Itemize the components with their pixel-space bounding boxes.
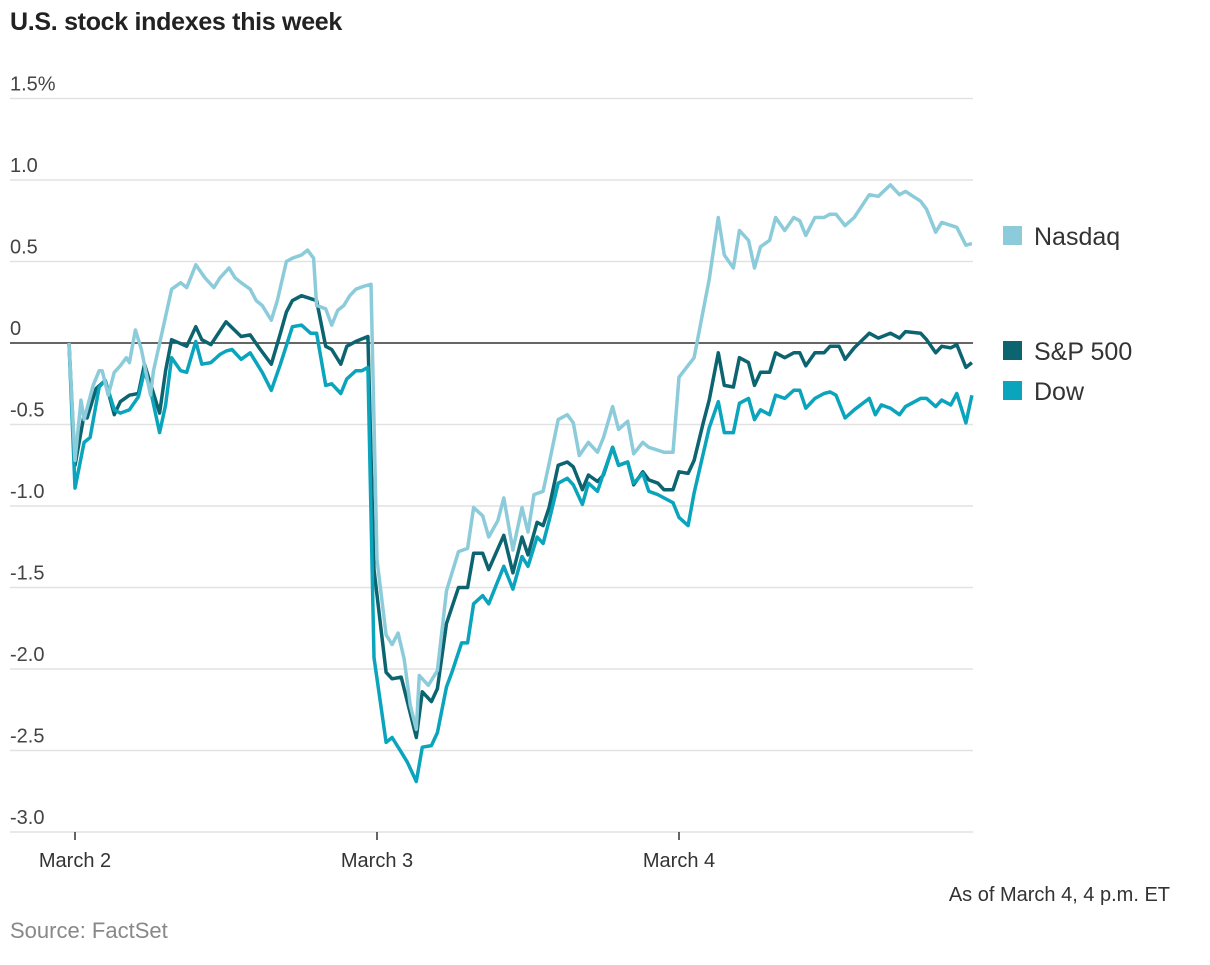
x-axis: March 2 March 3 March 4 xyxy=(39,832,715,872)
y-tick-label: 1.5% xyxy=(10,74,56,96)
y-tick-label: -1.0 xyxy=(10,481,44,503)
legend-swatch xyxy=(1003,341,1022,360)
legend: Nasdaq S&P 500 Dow xyxy=(1003,223,1132,406)
y-tick-label: 0.5 xyxy=(10,237,38,259)
timestamp-note: As of March 4, 4 p.m. ET xyxy=(948,884,1170,906)
source-note: Source: FactSet xyxy=(10,918,168,943)
gridlines xyxy=(10,97,973,833)
y-tick-label: -0.5 xyxy=(10,400,44,422)
y-tick-label: -2.5 xyxy=(10,726,44,748)
legend-label: Dow xyxy=(1034,378,1085,406)
y-axis-labels: 1.5% 1.0 0.5 0 -0.5 -1.0 -1.5 -2.0 -2.5 -3.0 xyxy=(10,74,56,830)
legend-swatch xyxy=(1003,226,1022,245)
y-tick-label: -3.0 xyxy=(10,807,44,829)
y-tick-label: -1.5 xyxy=(10,563,44,585)
series-line-s-p-500 xyxy=(67,293,973,740)
x-tick-label: March 2 xyxy=(39,850,111,872)
y-tick-label: -2.0 xyxy=(10,644,44,666)
series-lines xyxy=(67,183,974,784)
chart-title: U.S. stock indexes this week xyxy=(10,8,343,36)
y-tick-label: 1.0 xyxy=(10,155,38,177)
y-tick-label: 0 xyxy=(10,318,21,340)
legend-swatch xyxy=(1003,381,1022,400)
series-line-dow xyxy=(67,323,974,784)
series-line-nasdaq xyxy=(67,183,973,732)
legend-label: Nasdaq xyxy=(1034,223,1120,251)
x-tick-label: March 3 xyxy=(341,850,413,872)
x-tick-label: March 4 xyxy=(643,850,715,872)
legend-label: S&P 500 xyxy=(1034,338,1132,366)
